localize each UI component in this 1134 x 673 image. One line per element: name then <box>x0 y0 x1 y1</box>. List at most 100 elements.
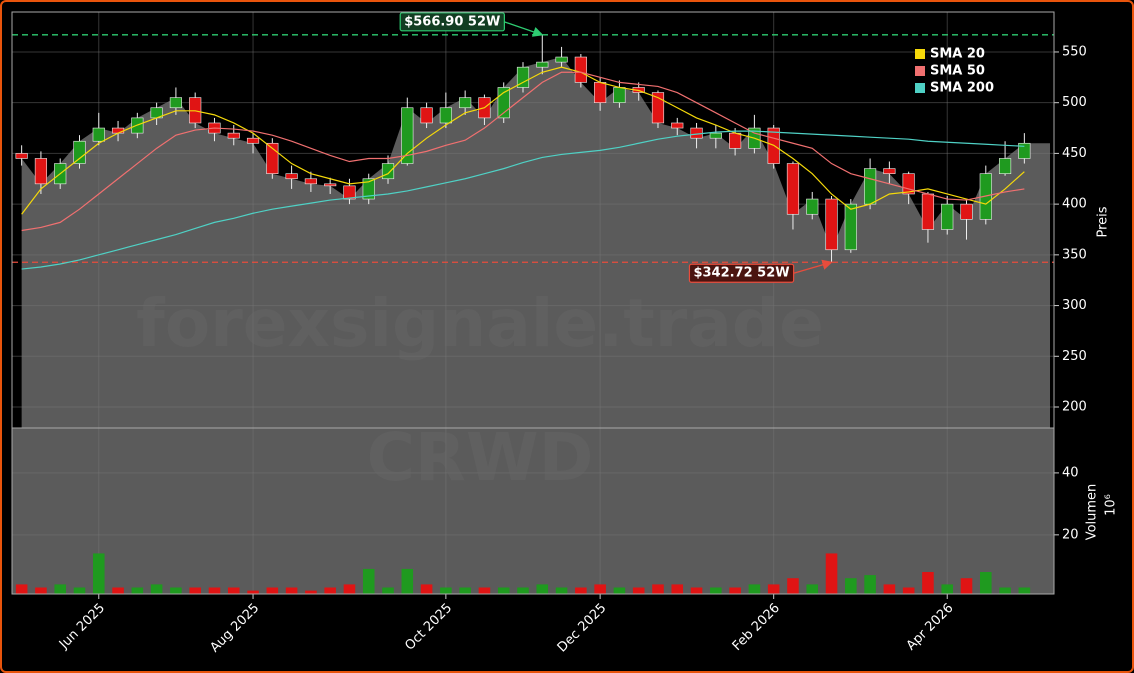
volume-bar <box>343 584 356 594</box>
volume-bar <box>729 587 741 594</box>
volume-bar <box>382 587 394 594</box>
volume-bar <box>575 587 587 594</box>
candle-body <box>709 132 722 139</box>
plot-frame <box>11 11 1055 595</box>
candle-body <box>844 203 857 251</box>
legend-swatch <box>915 66 925 76</box>
candle-body <box>960 203 973 220</box>
candle-body <box>497 87 510 119</box>
y-tick-label: 20 <box>1062 527 1079 542</box>
candle-body <box>439 107 452 124</box>
volume-bar <box>632 587 645 594</box>
volume-bar <box>999 587 1011 594</box>
annotation-arrow <box>504 21 544 37</box>
x-tick-label: Feb 2026 <box>730 601 783 654</box>
symbol-watermark: CRWD <box>367 419 594 496</box>
volume-bar <box>285 587 298 594</box>
candle-body <box>786 163 800 215</box>
candle-body <box>34 158 48 185</box>
legend-swatch <box>915 83 925 93</box>
candle-body <box>864 168 877 205</box>
legend-label: SMA 200 <box>930 81 994 96</box>
volume-bar <box>362 568 375 594</box>
watermark: forexsignale.trade <box>136 285 824 362</box>
candle-body <box>420 107 433 124</box>
candle-body <box>285 173 298 180</box>
sma-line <box>21 66 1025 215</box>
volume-bar <box>980 572 992 594</box>
volume-bar <box>1018 587 1031 594</box>
volume-bar <box>671 584 684 594</box>
candle-body <box>1018 142 1031 159</box>
candle-body <box>343 185 356 200</box>
y-tick-label: 250 <box>1062 349 1087 364</box>
volume-bar <box>420 584 433 594</box>
candle-body <box>825 198 838 251</box>
volume-bar <box>825 553 838 594</box>
legend-swatch <box>915 49 925 59</box>
candle-body <box>362 178 375 200</box>
legend-label: SMA 20 <box>930 47 985 62</box>
volume-bar <box>401 568 414 594</box>
volume-bar <box>536 584 549 594</box>
candle-body <box>671 122 684 129</box>
candle-body <box>266 142 279 174</box>
candle-body <box>883 168 896 174</box>
volume-bar <box>324 587 336 594</box>
candle-body <box>613 87 626 103</box>
candle-body <box>536 61 549 68</box>
volume-bar <box>806 584 819 594</box>
sma-line <box>21 71 1025 232</box>
volume-bar <box>459 587 471 594</box>
x-tick-label: Dec 2025 <box>555 601 610 656</box>
candle-body <box>555 56 568 63</box>
candle-body <box>73 140 86 164</box>
x-tick-label: Apr 2026 <box>904 601 957 654</box>
candle-body <box>459 97 472 109</box>
candle-body <box>169 97 182 109</box>
candle-body <box>941 203 954 230</box>
volume-bar <box>266 587 279 594</box>
candle-body <box>651 92 665 124</box>
volume-bar <box>652 584 664 594</box>
volume-bar <box>208 587 221 594</box>
x-tick-label: Jun 2025 <box>56 601 108 653</box>
candle-body <box>401 107 414 164</box>
volume-bar <box>748 584 761 594</box>
volume-bar <box>690 587 703 594</box>
x-tick-label: Oct 2025 <box>402 601 455 654</box>
volume-unit-label: 10⁶ <box>1104 494 1119 516</box>
volume-bar <box>941 584 954 594</box>
candle-body <box>729 132 742 149</box>
volume-bar <box>305 590 317 594</box>
volume-axis-label: Volumen <box>1085 484 1100 541</box>
candle-body <box>594 82 607 103</box>
candle-body <box>227 132 240 139</box>
volume-bar <box>150 584 163 594</box>
candle-body <box>324 183 337 187</box>
volume-bar <box>710 587 722 594</box>
y-tick-label: 40 <box>1062 465 1079 480</box>
volume-bar <box>54 584 66 594</box>
candle-body <box>516 66 530 88</box>
price-area <box>21 57 1051 429</box>
volume-bar <box>864 575 876 594</box>
candle-body <box>998 158 1012 174</box>
y-tick-label: 200 <box>1062 400 1087 415</box>
volume-bar <box>767 584 780 594</box>
candle-body <box>381 163 395 180</box>
candle-body <box>304 178 317 185</box>
volume-bar <box>922 572 934 594</box>
y-tick-label: 500 <box>1062 95 1087 110</box>
volume-bar <box>902 587 915 594</box>
annotation-label: $566.90 52W <box>404 14 500 29</box>
volume-bar <box>227 587 240 594</box>
volume-bar <box>15 584 28 594</box>
volume-bar <box>497 587 510 594</box>
volume-bar <box>845 578 857 594</box>
volume-bar <box>112 587 124 594</box>
volume-bar <box>170 587 182 594</box>
volume-bar <box>960 578 973 594</box>
candle-body <box>902 173 915 195</box>
